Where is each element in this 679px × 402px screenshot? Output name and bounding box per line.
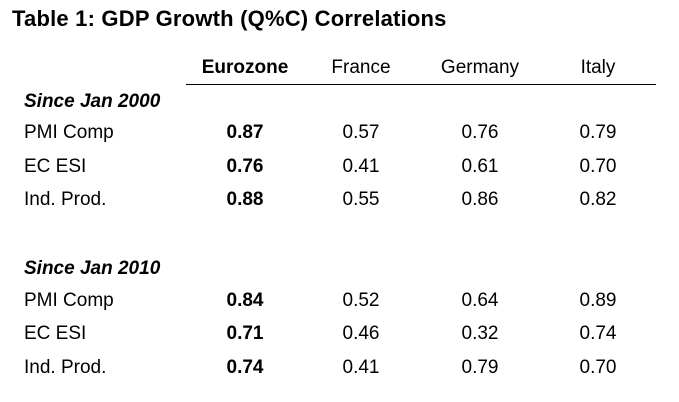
row-label: Ind. Prod. — [24, 357, 107, 378]
cell-germany: 0.76 — [461, 122, 499, 143]
section-heading-2000: Since Jan 2000 — [24, 91, 161, 112]
column-header-eurozone: Eurozone — [201, 57, 289, 78]
cell-france: 0.55 — [342, 189, 380, 210]
section-heading-2010: Since Jan 2010 — [24, 258, 161, 279]
cell-italy: 0.82 — [579, 189, 617, 210]
cell-france: 0.41 — [342, 156, 380, 177]
cell-france: 0.52 — [342, 290, 380, 311]
cell-eurozone: 0.71 — [226, 323, 264, 344]
cell-eurozone: 0.84 — [226, 290, 264, 311]
cell-germany: 0.32 — [461, 323, 499, 344]
cell-italy: 0.70 — [579, 357, 617, 378]
row-label: Ind. Prod. — [24, 189, 107, 210]
column-header-germany: Germany — [440, 57, 520, 78]
cell-germany: 0.61 — [461, 156, 499, 177]
row-label: PMI Comp — [24, 290, 114, 311]
header-divider — [186, 84, 656, 85]
row-label: EC ESI — [24, 156, 87, 177]
cell-eurozone: 0.76 — [226, 156, 264, 177]
column-header-italy: Italy — [580, 57, 616, 78]
cell-italy: 0.89 — [579, 290, 617, 311]
cell-france: 0.57 — [342, 122, 380, 143]
row-label: EC ESI — [24, 323, 87, 344]
cell-germany: 0.64 — [461, 290, 499, 311]
cell-germany: 0.79 — [461, 357, 499, 378]
row-label: PMI Comp — [24, 122, 114, 143]
cell-italy: 0.74 — [579, 323, 617, 344]
cell-france: 0.41 — [342, 357, 380, 378]
cell-italy: 0.70 — [579, 156, 617, 177]
cell-eurozone: 0.88 — [226, 189, 264, 210]
cell-eurozone: 0.74 — [226, 357, 264, 378]
table-title: Table 1: GDP Growth (Q%C) Correlations — [12, 6, 447, 31]
cell-italy: 0.79 — [579, 122, 617, 143]
cell-france: 0.46 — [342, 323, 380, 344]
cell-germany: 0.86 — [461, 189, 499, 210]
column-header-france: France — [331, 57, 391, 78]
cell-eurozone: 0.87 — [226, 122, 264, 143]
